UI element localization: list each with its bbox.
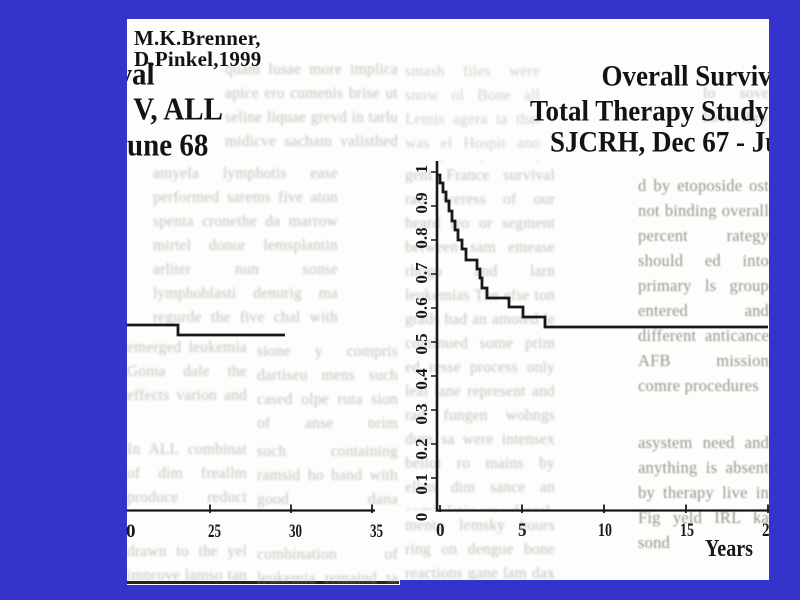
svg-text:0: 0 [126, 521, 136, 542]
svg-text:15: 15 [680, 520, 694, 541]
svg-text:0.6: 0.6 [412, 297, 431, 318]
svg-text:5: 5 [518, 520, 527, 541]
svg-text:0.4: 0.4 [412, 368, 431, 390]
svg-text:0: 0 [412, 513, 431, 522]
svg-text:0.2: 0.2 [412, 438, 431, 459]
svg-text:Years: Years [705, 536, 753, 562]
svg-text:0.8: 0.8 [412, 227, 431, 248]
svg-text:0.7: 0.7 [412, 262, 431, 284]
svg-text:35: 35 [370, 521, 383, 542]
svg-text:25: 25 [208, 521, 221, 542]
svg-text:1: 1 [412, 165, 431, 174]
svg-text:0.3: 0.3 [412, 403, 431, 424]
svg-text:0.9: 0.9 [412, 192, 431, 213]
svg-text:0.1: 0.1 [412, 473, 431, 494]
svg-text:30: 30 [289, 521, 302, 542]
svg-text:10: 10 [598, 520, 612, 541]
svg-text:0: 0 [436, 520, 445, 541]
svg-text:0.5: 0.5 [412, 333, 431, 354]
svg-text:2: 2 [762, 520, 770, 541]
